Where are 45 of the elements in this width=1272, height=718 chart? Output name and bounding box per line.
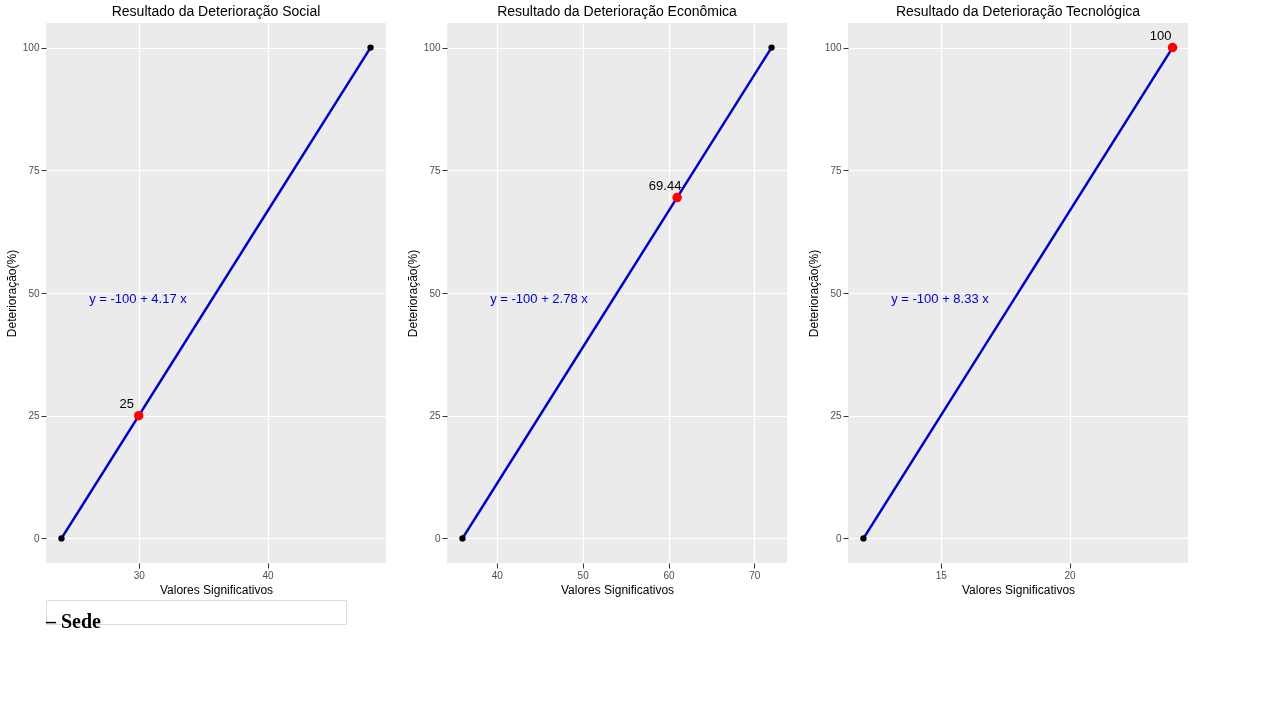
x-tick-label: 70	[749, 569, 761, 581]
y-tick-label: 50	[830, 287, 842, 299]
x-axis-title: Valores Significativos	[961, 582, 1076, 597]
y-tick-label: 75	[429, 164, 441, 176]
x-tick-label: 60	[663, 569, 676, 581]
data-label: 100	[1149, 27, 1172, 43]
chart-title: Resultado da Deterioração Econômica	[497, 3, 738, 19]
y-tick-label: 50	[28, 287, 40, 299]
annotation: y = -100 + 8.33 x	[891, 291, 990, 306]
text: – Sede	[45, 610, 102, 632]
x-axis-title: Valores Significativos	[560, 582, 675, 597]
data-label: 69.44	[648, 177, 682, 193]
y-axis-title: Deterioração(%)	[4, 249, 19, 338]
y-axis-title: Deterioração(%)	[405, 249, 420, 338]
y-tick-label: 25	[830, 410, 842, 422]
y-tick-label: 0	[835, 532, 842, 544]
y-tick-label: 75	[28, 164, 40, 176]
x-axis-title: Valores Significativos	[159, 582, 274, 597]
point	[768, 44, 775, 51]
y-tick-label: 25	[28, 410, 40, 422]
x-tick-label: 30	[133, 569, 146, 581]
chart-title: Resultado da Deterioração Tecnológica	[895, 3, 1141, 19]
x-tick-label: 20	[1064, 569, 1077, 581]
annotation: y = -100 + 2.78 x	[490, 291, 589, 306]
y-tick-label: 0	[434, 532, 441, 544]
point	[58, 535, 65, 542]
x-tick-label: 40	[262, 569, 275, 581]
x-tick-label: 15	[935, 569, 948, 581]
y-tick-label: 100	[824, 42, 842, 54]
annotation: y = -100 + 4.17 x	[89, 291, 188, 306]
y-tick-label: 100	[423, 42, 441, 54]
y-tick-label: 100	[22, 42, 40, 54]
point	[672, 192, 682, 203]
x-tick-label: 50	[577, 569, 590, 581]
point	[459, 535, 466, 542]
y-axis-title: Deterioração(%)	[806, 249, 821, 338]
x-tick-label: 40	[491, 569, 504, 581]
y-tick-label: 25	[429, 410, 441, 422]
y-tick-label: 0	[33, 532, 40, 544]
y-tick-label: 75	[830, 164, 842, 176]
point	[367, 44, 374, 51]
y-tick-label: 50	[429, 287, 441, 299]
data-label: 25	[119, 395, 134, 411]
point	[133, 410, 144, 421]
chart-title: Resultado da Deterioração Social	[111, 3, 321, 19]
